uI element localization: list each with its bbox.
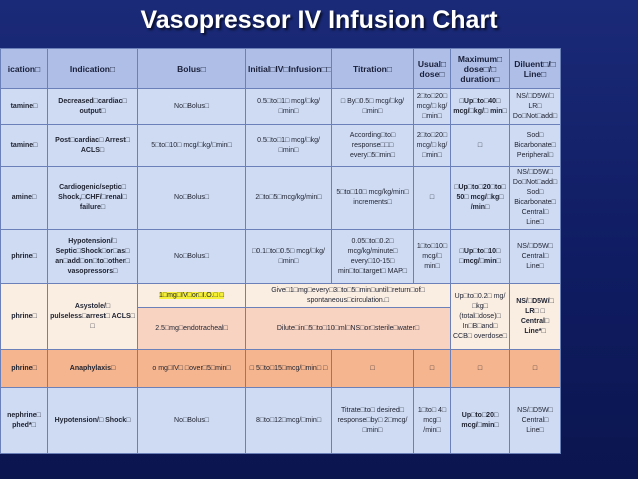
table-row: phrine□ Hypotension/□ Septic□Shock□or□as… <box>0 229 561 284</box>
cell-titration: 0.05□to□0.2□ mcg/kg/minute□ every□10-15□… <box>331 229 414 284</box>
cell-max: Up□to□20□ mcg/□min□ <box>450 387 510 454</box>
cell-titration: □ <box>331 349 414 388</box>
cell-usual: 1□to□10□ mcg/□ min□ <box>413 229 451 284</box>
cell-diluent: NS/□D5W□ Central□ Line□ <box>509 387 561 454</box>
header-bolus: Bolus□ <box>137 48 246 89</box>
cell-initial: 0.5□to□1□ mcg/□kg/□min□ <box>245 88 332 125</box>
cell-medication: phrine□ <box>0 283 48 350</box>
cell-diluent: NS/□D5W/□ LR□ □ Central□ Line*□ <box>509 283 561 350</box>
bolus-iv-dose: 1□mg□IV□or□I.O.□ □ <box>158 291 225 299</box>
header-initial-infusion: Initial□IV□Infusion□□□ <box>245 48 332 89</box>
cell-indication: Asystole/□ pulseless□arrest□ ACLS□ □ <box>47 283 138 350</box>
cell-bolus: No□Bolus□ <box>137 88 246 125</box>
table-row: phrine□ Asystole/□ pulseless□arrest□ ACL… <box>0 283 561 350</box>
cell-usual: □ <box>413 166 451 230</box>
cell-usual: 2□to□20□ mcg/□ kg/□min□ <box>413 88 451 125</box>
cell-bolus: No□Bolus□ <box>137 387 246 454</box>
cell-diluent: NS/□D5W□ Do□Not□add□ Sod□ Bicarbonate□ C… <box>509 166 561 230</box>
header-titration: Titration□ <box>331 48 414 89</box>
cell-diluent: □ <box>509 349 561 388</box>
cell-bolus-endotracheal: 2.5□mg□endotracheal□ <box>137 307 246 350</box>
cell-initial-dilution: Dilute□in□5□to□10□ml□NS□or□sterile□water… <box>245 307 451 350</box>
cell-initial: 2□to□5□mcg/kg/min□ <box>245 166 332 230</box>
cell-usual: 1□to□ 4□ mcg□ /min□ <box>413 387 451 454</box>
cell-titration: According□to□ response□□□ every□5□min□ <box>331 124 414 167</box>
cell-max: □Up□to□20□to□ 50□ mcg/□kg□ /min□ <box>450 166 510 230</box>
cell-medication: phrine□ <box>0 229 48 284</box>
cell-medication: tamine□ <box>0 88 48 125</box>
cell-medication: tamine□ <box>0 124 48 167</box>
table-row: nephrine□ phed*□ Hypotension/□ Shock□ No… <box>0 387 561 454</box>
table-row: phrine□ Anaphylaxis□ o mg□IV□ □over□5□mi… <box>0 349 561 388</box>
table-row: 2.5□mg□endotracheal□ Dilute□in□5□to□10□m… <box>1 307 561 350</box>
cell-medication: nephrine□ phed*□ <box>0 387 48 454</box>
cell-indication: Post□cardiac□ Arrest□ ACLS□ <box>47 124 138 167</box>
cell-diluent: NS/□D5W□ Central□ Line□ <box>509 229 561 284</box>
cell-indication: Cardiogenic/septic□ Shock,□CHF/□renal□ f… <box>47 166 138 230</box>
cell-bolus: o mg□IV□ □over□5□min□ <box>137 349 246 388</box>
header-row: ication□ Indication□ Bolus□ Initial□IV□I… <box>0 48 561 89</box>
cell-bolus: 1□mg□IV□or□I.O.□ □ <box>137 283 246 308</box>
cell-max: □Up□to□10□ □mcg/□min□ <box>450 229 510 284</box>
table-row: tamine□ Post□cardiac□ Arrest□ ACLS□ 5□to… <box>0 124 561 167</box>
header-indication: Indication□ <box>47 48 138 89</box>
cell-titration: Titrate□to□ desired□ response□by□ 2□mcg/… <box>331 387 414 454</box>
cell-indication: Decreased□cardiac□ output□ <box>47 88 138 125</box>
vasopressor-table: ication□ Indication□ Bolus□ Initial□IV□I… <box>0 48 561 454</box>
cell-indication: Hypotension/□ Shock□ <box>47 387 138 454</box>
cell-max: Up□to□0.2□ mg/□kg□ (total□dose)□ In□B□an… <box>450 283 510 350</box>
cell-initial: 0.5□to□1□ mcg/□kg/□min□ <box>245 124 332 167</box>
cell-bolus: No□Bolus□ <box>137 166 246 230</box>
cell-usual: □ <box>413 349 451 388</box>
cell-usual: 2□to□20□ mcg/□ kg/□min□ <box>413 124 451 167</box>
cell-titration: □ By□0.5□ mcg/□kg/□min□ <box>331 88 414 125</box>
cell-diluent: Sod□ Bicarbonate□ Peripheral□ <box>509 124 561 167</box>
chart-title: Vasopressor IV Infusion Chart <box>140 6 498 34</box>
cell-diluent: NS/□D5W/□ LR□ Do□Not□add□ <box>509 88 561 125</box>
cell-initial: Give□1□mg□every□3□to□5□min□until□return□… <box>245 283 451 308</box>
cell-max: □Up□to□40□ mcg/□kg/□ min□ <box>450 88 510 125</box>
header-max-dose: Maximum□ dose□/□ duration□ <box>450 48 510 89</box>
table-row: amine□ Cardiogenic/septic□ Shock,□CHF/□r… <box>0 166 561 230</box>
cell-initial: □ 5□to□15□mcg/□min□ □ <box>245 349 332 388</box>
table-row: tamine□ Decreased□cardiac□ output□ No□Bo… <box>0 88 561 125</box>
cell-initial: 8□to□12□mcg/□min□ <box>245 387 332 454</box>
header-diluent: Diluent□/□ Line□ <box>509 48 561 89</box>
header-medication: ication□ <box>0 48 48 89</box>
cell-titration: 5□to□10□ mcg/kg/min□ increments□ <box>331 166 414 230</box>
cell-bolus: No□Bolus□ <box>137 229 246 284</box>
cell-medication: phrine□ <box>0 349 48 388</box>
cell-indication: Hypotension/□ Septic□Shock□or□as□ an□add… <box>47 229 138 284</box>
cell-medication: amine□ <box>0 166 48 230</box>
cell-max: □ <box>450 349 510 388</box>
cell-max: □ <box>450 124 510 167</box>
cell-indication: Anaphylaxis□ <box>47 349 138 388</box>
cell-initial: □0.1□to□0.5□ mcg/□kg/□min□ <box>245 229 332 284</box>
cell-bolus: 5□to□10□ mcg/□kg/□min□ <box>137 124 246 167</box>
header-usual-dose: Usual□ dose□ <box>413 48 451 89</box>
